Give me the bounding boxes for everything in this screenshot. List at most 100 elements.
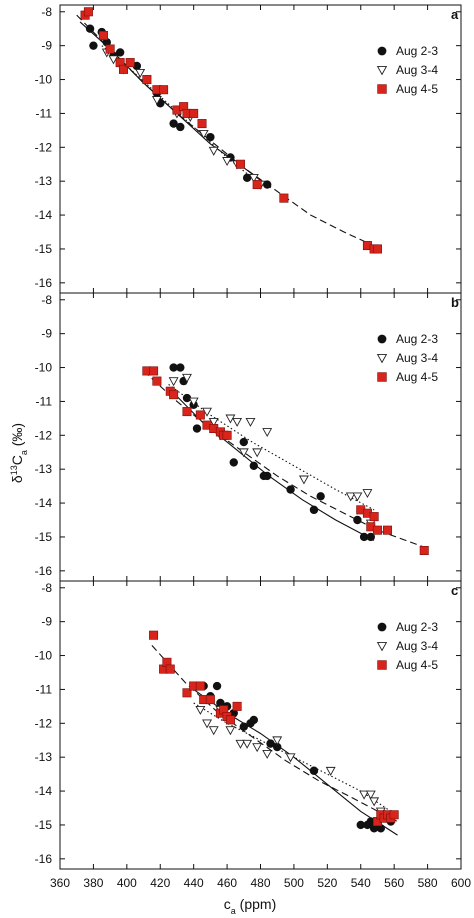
data-point-circle (316, 492, 325, 501)
y-tick-label: -8 (41, 5, 52, 19)
data-point-circle (85, 24, 95, 33)
panel-letter: b (451, 295, 459, 310)
x-tick-label: 440 (184, 876, 204, 890)
data-point-square (252, 180, 262, 190)
data-point-triangle (298, 475, 309, 485)
data-point-circle (169, 119, 178, 128)
data-point-square (372, 525, 382, 535)
legend-marker-square (377, 372, 387, 382)
legend-label: Aug 3-4 (396, 351, 438, 365)
data-point-circle (216, 698, 225, 708)
data-point-triangle (208, 146, 219, 156)
data-point-circle (309, 505, 319, 515)
y-tick-label: -11 (36, 682, 53, 696)
data-point-circle (176, 363, 185, 372)
data-point-circle (239, 722, 248, 731)
data-point-circle (309, 766, 319, 775)
data-point-triangle (345, 492, 356, 502)
data-point-circle (132, 61, 142, 71)
legend-marker-square (377, 84, 387, 94)
data-point-circle (369, 824, 379, 833)
data-point-square (372, 244, 382, 254)
data-point-triangle (225, 726, 236, 736)
x-tick-label: 460 (217, 876, 237, 890)
x-tick-label: 600 (451, 876, 471, 890)
data-point-triangle (235, 739, 246, 749)
y-tick-label: -10 (35, 73, 53, 87)
data-point-triangle (208, 417, 219, 427)
legend-marker-triangle (376, 354, 388, 364)
legend-label: Aug 4-5 (396, 82, 438, 96)
legend-label: Aug 2-3 (396, 44, 438, 58)
y-tick-label: -16 (35, 564, 53, 578)
legend-marker-circle (377, 334, 387, 344)
y-tick-label: -11 (36, 106, 53, 120)
data-point-square (419, 546, 429, 556)
x-axis-label: ca (ppm) (224, 896, 276, 916)
data-point-circle (212, 681, 222, 691)
data-point-square (195, 681, 205, 691)
panel-letter: a (451, 7, 459, 22)
data-point-square (182, 688, 192, 698)
legend-marker-circle (377, 46, 387, 56)
data-point-circle (115, 48, 125, 57)
data-point-triangle (202, 719, 212, 729)
data-point-square (169, 390, 179, 400)
y-tick-label: -14 (35, 496, 53, 510)
data-point-square (369, 512, 379, 522)
data-point-circle (353, 515, 362, 525)
y-tick-label: -15 (35, 530, 53, 544)
legend-marker-circle (377, 622, 387, 632)
data-point-triangle (262, 428, 273, 438)
legend-label: Aug 2-3 (396, 620, 438, 634)
x-tick-label: 540 (351, 876, 371, 890)
legend-label: Aug 4-5 (396, 658, 438, 672)
data-point-square (235, 159, 245, 169)
data-point-triangle (222, 157, 233, 166)
data-point-triangle (365, 790, 376, 800)
y-tick-label: -15 (35, 818, 53, 832)
data-point-square (142, 75, 152, 85)
data-point-circle (169, 363, 178, 372)
data-point-circle (192, 424, 202, 433)
x-tick-label: 520 (317, 876, 337, 890)
data-point-triangle (325, 766, 336, 776)
y-tick-label: -14 (35, 208, 53, 222)
y-tick-label: -14 (35, 784, 53, 798)
y-tick-label: -10 (35, 649, 53, 663)
data-point-circle (206, 132, 215, 142)
x-tick-label: 480 (250, 876, 270, 890)
data-point-square (149, 630, 159, 640)
data-point-triangle (232, 417, 243, 427)
data-point-circle (249, 715, 259, 725)
data-point-triangle (188, 397, 199, 407)
data-point-triangle (369, 797, 380, 807)
y-axis-label: δ13Ca (‰) (9, 423, 29, 483)
data-point-square (222, 430, 232, 440)
legend-marker-square (377, 660, 387, 670)
y-tick-label: -9 (41, 327, 52, 341)
x-tick-label: 400 (117, 876, 137, 890)
data-point-triangle (359, 790, 370, 800)
y-tick-label: -16 (35, 276, 53, 290)
data-point-circle (239, 437, 248, 447)
y-tick-label: -12 (35, 428, 53, 442)
data-point-triangle (262, 749, 273, 759)
fit-line-triangle (168, 384, 375, 511)
y-tick-label: -13 (35, 174, 53, 188)
data-point-square (182, 407, 192, 417)
y-tick-label: -10 (35, 361, 53, 375)
data-point-square (159, 85, 169, 95)
y-tick-label: -16 (35, 852, 53, 866)
y-tick-label: -12 (35, 716, 53, 730)
data-point-triangle (362, 489, 373, 499)
data-point-circle (366, 817, 375, 826)
data-point-circle (266, 739, 275, 748)
y-tick-label: -13 (35, 750, 53, 764)
data-point-square (165, 664, 175, 674)
data-point-square (98, 30, 108, 40)
data-point-square (189, 108, 199, 118)
data-point-triangle (285, 753, 296, 763)
legend-label: Aug 2-3 (396, 332, 438, 346)
data-point-square (152, 376, 162, 386)
